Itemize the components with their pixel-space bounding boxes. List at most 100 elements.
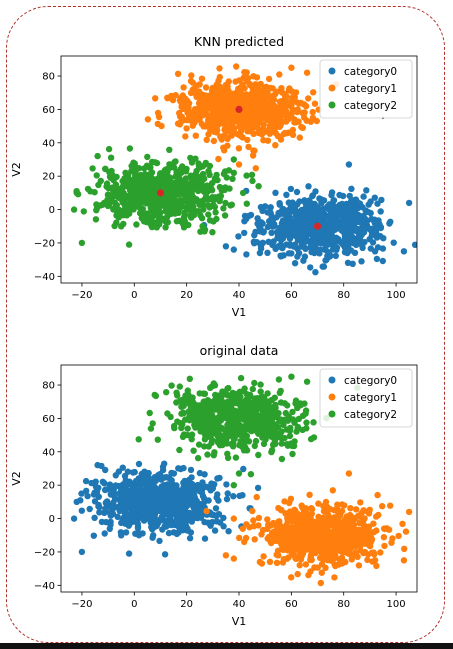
legend: category0 category1 category2 [319,368,413,428]
data-point [179,409,187,416]
data-point [169,504,177,511]
data-point [124,481,131,488]
data-point [209,104,217,111]
data-point [98,518,106,526]
data-point [248,111,255,119]
data-point [78,507,86,514]
data-point [300,543,307,550]
data-point [114,187,121,194]
data-point [208,187,216,194]
series-category0 [200,161,417,276]
data-point [192,504,199,512]
data-point [168,521,175,529]
data-point [320,197,328,204]
data-point [131,468,138,476]
data-point [284,547,291,554]
data-point [373,527,380,534]
data-point [287,185,295,193]
data-point [216,65,223,72]
data-point [254,484,262,492]
data-point [225,112,232,120]
data-point [361,238,368,246]
data-point [310,89,317,96]
data-point [149,420,156,427]
data-point [274,132,282,140]
data-point [371,557,379,564]
data-point [332,562,339,570]
data-point [269,217,276,224]
data-point [313,117,320,125]
data-point [162,182,170,189]
data-point [162,224,169,231]
data-point [284,417,292,424]
data-point [291,438,298,445]
data-point [122,517,130,525]
data-point [230,443,237,450]
data-point [272,189,279,196]
centroid-marker [235,105,243,114]
data-point [329,233,336,240]
x-tick-label: −20 [71,290,92,301]
data-point [241,538,248,546]
data-point [294,253,301,260]
data-point [88,479,95,487]
data-point [140,517,148,524]
data-point [349,519,356,526]
data-point [373,230,380,237]
data-point [215,77,222,85]
data-point [336,206,343,213]
data-point [316,541,324,548]
data-point [141,473,148,481]
y-tick-label: 80 [42,381,55,392]
data-point [225,88,232,95]
data-point [264,516,271,523]
data-point [101,530,108,537]
data-point [155,113,163,121]
data-point [270,125,278,133]
data-point [240,408,247,415]
data-point [213,215,220,223]
data-point [163,214,170,222]
data-point [304,530,311,537]
data-point [243,69,250,76]
data-point [184,527,191,534]
data-point [209,229,216,236]
data-point [178,103,185,111]
data-point [225,167,233,174]
data-point [136,512,143,520]
data-point [246,124,254,131]
data-point [147,213,154,220]
x-tick-label: 0 [131,599,137,610]
data-point [258,109,265,117]
data-point [176,515,183,522]
data-point [308,551,315,558]
data-point [164,410,171,417]
dashed-frame [6,6,445,643]
data-point [229,107,236,114]
data-point [325,249,332,256]
data-point [295,531,303,539]
data-point [193,167,200,175]
data-point [119,495,126,502]
data-point [284,442,292,449]
data-point [166,189,173,196]
data-point [130,506,137,513]
data-point [248,171,256,178]
data-point [332,252,339,260]
data-point [153,487,160,494]
data-point [170,422,178,430]
data-point [348,185,355,192]
data-point [229,426,236,434]
data-point [256,223,263,230]
data-point [142,188,149,196]
data-point [373,562,380,570]
y-tick-label: 80 [42,72,55,83]
data-point [251,147,258,154]
data-point [399,520,406,527]
data-point [205,116,212,124]
data-point [234,426,242,434]
data-point [232,117,239,125]
data-point [343,516,350,523]
data-point [182,392,189,399]
data-point [294,99,301,106]
